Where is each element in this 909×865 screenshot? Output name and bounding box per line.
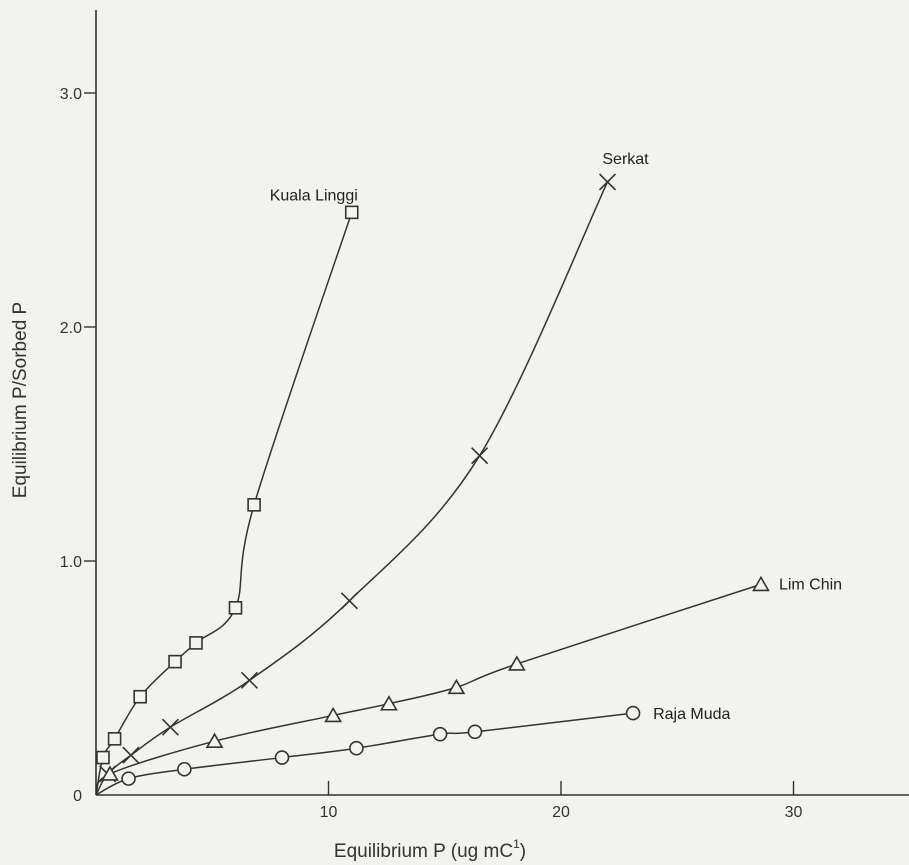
data-point-kuala-linggi xyxy=(168,654,182,669)
data-point-lim-chin xyxy=(101,765,119,781)
data-point-lim-chin xyxy=(507,655,526,671)
data-point-raja-muda xyxy=(121,771,136,786)
data-point-kuala-linggi xyxy=(107,732,122,746)
y-tick-label: 1.0 xyxy=(60,554,82,571)
x-axis-title-end: ) xyxy=(520,841,526,862)
data-point-serkat xyxy=(161,718,179,736)
data-point-kuala-linggi xyxy=(133,689,147,704)
x-tick-label: 20 xyxy=(552,804,570,821)
y-tick-label: 3.0 xyxy=(60,86,82,103)
data-point-serkat xyxy=(471,447,489,465)
data-point-raja-muda xyxy=(467,724,483,740)
x-axis-title-main: Equilibrium P (ug mC xyxy=(334,841,513,862)
series-labels: Kuala Linggi Serkat Lim Chin Raja Muda xyxy=(270,151,842,723)
data-point-serkat xyxy=(340,592,358,610)
x-axis-title: Equilibrium P (ug mC1) xyxy=(334,837,526,862)
data-point-serkat xyxy=(240,671,259,689)
series-label-serkat: Serkat xyxy=(602,151,649,168)
data-point-raja-muda xyxy=(274,750,290,765)
data-point-kuala-linggi xyxy=(189,636,203,650)
data-point-kuala-linggi xyxy=(96,750,110,765)
data-point-raja-muda xyxy=(625,705,641,721)
data-point-lim-chin xyxy=(324,706,343,723)
series-line-raja-muda xyxy=(95,712,634,796)
data-point-lim-chin xyxy=(447,678,466,695)
series-label-kuala-linggi: Kuala Linggi xyxy=(270,187,358,204)
data-point-serkat xyxy=(122,746,140,764)
data-point-raja-muda xyxy=(349,740,364,756)
data-point-kuala-linggi xyxy=(228,600,243,615)
series-line-lim-chin xyxy=(95,583,762,796)
data-point-kuala-linggi xyxy=(247,498,261,512)
x-axis-title-sup: 1 xyxy=(513,837,520,851)
y-tick-label: 2.0 xyxy=(60,320,82,337)
y-axis-title: Equilibrium P/Sorbed P xyxy=(10,302,31,498)
series-curves xyxy=(95,181,762,796)
data-point-lim-chin xyxy=(380,695,398,711)
series-line-kuala-linggi xyxy=(95,212,353,796)
data-point-kuala-linggi xyxy=(344,205,359,220)
data-point-lim-chin xyxy=(752,575,770,592)
y-tick-label: 0 xyxy=(73,788,82,805)
series-line-serkat xyxy=(95,181,609,796)
data-point-lim-chin xyxy=(205,732,224,748)
data-point-raja-muda xyxy=(432,726,448,742)
x-tick-label: 10 xyxy=(320,804,338,821)
series-label-raja-muda: Raja Muda xyxy=(653,706,730,723)
series-label-lim-chin: Lim Chin xyxy=(779,576,842,593)
data-point-raja-muda xyxy=(177,761,192,777)
axes: 10 20 30 0 1.0 2.0 3.0 xyxy=(60,10,909,821)
data-point-serkat xyxy=(598,173,617,191)
x-tick-label: 30 xyxy=(785,804,803,821)
series-markers xyxy=(96,173,770,786)
